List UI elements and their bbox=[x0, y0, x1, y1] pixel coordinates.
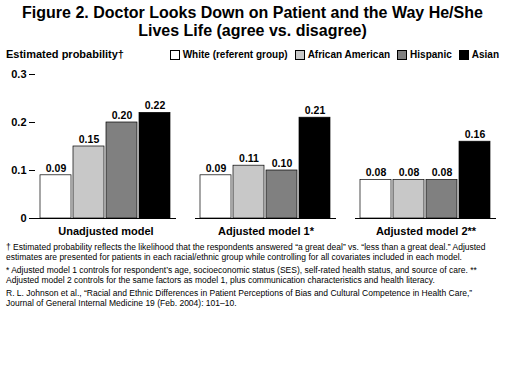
svg-text:0.09: 0.09 bbox=[206, 162, 227, 174]
svg-text:0.08: 0.08 bbox=[432, 166, 453, 178]
svg-text:0.3: 0.3 bbox=[11, 68, 26, 80]
svg-text:0.11: 0.11 bbox=[239, 152, 259, 164]
svg-text:0.20: 0.20 bbox=[112, 109, 133, 121]
html-text:Estimated probability†: Estimated probability† bbox=[6, 48, 124, 60]
svg-text:0.08: 0.08 bbox=[399, 166, 420, 178]
svg-text:Adjusted model 2**: Adjusted model 2** bbox=[376, 225, 477, 237]
html-text:Asian: Asian bbox=[471, 49, 499, 60]
svg-text:0.09: 0.09 bbox=[46, 162, 67, 174]
html-text:* Adjusted model 1 controls fo: * Adjusted model 1 controls for responde… bbox=[6, 265, 477, 285]
svg-text:0.16: 0.16 bbox=[465, 128, 486, 140]
svg-text:0.08: 0.08 bbox=[366, 166, 387, 178]
svg-text:0.15: 0.15 bbox=[79, 133, 100, 145]
html-text:African American: African American bbox=[307, 49, 391, 60]
svg-text:Unadjusted model: Unadjusted model bbox=[58, 225, 153, 237]
svg-text:Adjusted model 1*: Adjusted model 1* bbox=[218, 225, 315, 237]
svg-text:0.22: 0.22 bbox=[145, 99, 166, 111]
html-text:† Estimated probability reflec: † Estimated probability reflects the lik… bbox=[6, 242, 486, 262]
html-text:Hispanic: Hispanic bbox=[410, 49, 452, 60]
svg-text:0.21: 0.21 bbox=[305, 104, 326, 116]
html-text:White (referent group): White (referent group) bbox=[182, 49, 288, 60]
html-text:Figure 2. Doctor Looks Down on: Figure 2. Doctor Looks Down on Patient a… bbox=[22, 4, 483, 39]
svg-text:0: 0 bbox=[20, 212, 26, 224]
html-text:R. L. Johnson et al., “Racial: R. L. Johnson et al., “Racial and Ethnic… bbox=[6, 288, 473, 308]
svg-text:0.1: 0.1 bbox=[11, 164, 26, 176]
svg-text:0.2: 0.2 bbox=[11, 116, 26, 128]
svg-text:0.10: 0.10 bbox=[272, 157, 293, 169]
